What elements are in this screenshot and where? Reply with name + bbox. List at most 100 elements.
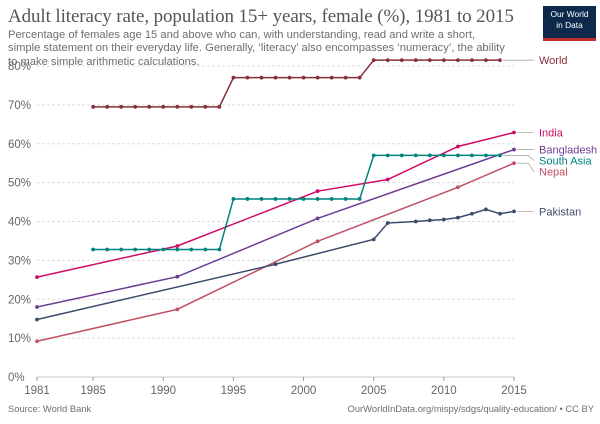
data-point-bangladesh[interactable] bbox=[315, 216, 320, 221]
data-point-world[interactable] bbox=[175, 104, 180, 109]
data-point-world[interactable] bbox=[231, 75, 236, 80]
series-india[interactable] bbox=[35, 130, 516, 279]
series-label-india[interactable]: India bbox=[539, 127, 564, 139]
series-line-pakistan[interactable] bbox=[36, 208, 515, 321]
data-point-pakistan[interactable] bbox=[470, 211, 474, 216]
series-label-world[interactable]: World bbox=[539, 55, 568, 67]
data-point-world[interactable] bbox=[498, 58, 502, 63]
data-point-south-asia[interactable] bbox=[427, 153, 432, 158]
data-point-south-asia[interactable] bbox=[175, 247, 180, 252]
data-point-india[interactable] bbox=[35, 275, 39, 279]
series-nepal[interactable] bbox=[35, 161, 516, 344]
data-point-pakistan[interactable] bbox=[512, 209, 516, 214]
series-label-bangladesh[interactable]: Bangladesh bbox=[539, 145, 597, 157]
data-point-india[interactable] bbox=[315, 189, 320, 194]
data-point-south-asia[interactable] bbox=[315, 197, 320, 201]
data-point-world[interactable] bbox=[427, 58, 432, 63]
series-line-bangladesh[interactable] bbox=[36, 148, 515, 308]
data-point-world[interactable] bbox=[133, 104, 138, 109]
data-point-south-asia[interactable] bbox=[105, 247, 110, 252]
data-point-nepal[interactable] bbox=[512, 161, 516, 166]
data-point-nepal[interactable] bbox=[455, 185, 460, 190]
series-line-world[interactable] bbox=[93, 59, 500, 108]
footer-url-link[interactable]: OurWorldInData.org/mispy/sdgs/quality-ed… bbox=[347, 403, 594, 414]
data-point-south-asia[interactable] bbox=[301, 197, 306, 201]
data-point-world[interactable] bbox=[441, 58, 446, 63]
data-point-pakistan[interactable] bbox=[484, 207, 488, 212]
series-label-south-asia[interactable]: South Asia bbox=[539, 156, 592, 168]
data-point-south-asia[interactable] bbox=[91, 247, 96, 252]
data-point-pakistan[interactable] bbox=[427, 218, 432, 223]
data-point-pakistan[interactable] bbox=[413, 219, 418, 224]
data-point-world[interactable] bbox=[357, 75, 362, 80]
data-point-world[interactable] bbox=[119, 104, 124, 109]
data-point-world[interactable] bbox=[301, 75, 306, 80]
data-point-india[interactable] bbox=[512, 130, 516, 135]
data-point-bangladesh[interactable] bbox=[175, 274, 180, 279]
data-point-south-asia[interactable] bbox=[287, 197, 292, 201]
data-point-world[interactable] bbox=[455, 58, 460, 63]
data-point-world[interactable] bbox=[91, 104, 96, 109]
data-point-pakistan[interactable] bbox=[385, 221, 390, 225]
data-point-south-asia[interactable] bbox=[413, 153, 418, 158]
data-point-south-asia[interactable] bbox=[119, 247, 124, 252]
data-point-bangladesh[interactable] bbox=[512, 147, 516, 152]
series-line-india[interactable] bbox=[36, 131, 515, 278]
data-point-world[interactable] bbox=[161, 104, 166, 109]
data-point-world[interactable] bbox=[315, 75, 320, 80]
data-point-world[interactable] bbox=[203, 104, 208, 109]
data-point-pakistan[interactable] bbox=[455, 215, 460, 220]
data-point-south-asia[interactable] bbox=[161, 247, 166, 252]
data-point-south-asia[interactable] bbox=[203, 247, 208, 252]
data-point-world[interactable] bbox=[470, 58, 474, 63]
data-point-nepal[interactable] bbox=[35, 339, 39, 344]
series-line-nepal[interactable] bbox=[36, 162, 515, 342]
data-point-world[interactable] bbox=[259, 75, 264, 80]
data-point-world[interactable] bbox=[217, 104, 222, 109]
data-point-south-asia[interactable] bbox=[245, 197, 250, 201]
data-point-nepal[interactable] bbox=[175, 307, 180, 312]
data-point-pakistan[interactable] bbox=[35, 317, 39, 322]
data-point-south-asia[interactable] bbox=[441, 153, 446, 158]
data-point-india[interactable] bbox=[455, 144, 460, 149]
series-south-asia[interactable] bbox=[91, 153, 502, 252]
data-point-world[interactable] bbox=[413, 58, 418, 63]
data-point-south-asia[interactable] bbox=[470, 153, 474, 158]
data-point-pakistan[interactable] bbox=[498, 211, 502, 216]
series-pakistan[interactable] bbox=[35, 207, 516, 322]
data-point-world[interactable] bbox=[371, 58, 376, 63]
data-point-south-asia[interactable] bbox=[343, 197, 348, 201]
data-point-world[interactable] bbox=[147, 104, 152, 109]
data-point-world[interactable] bbox=[245, 75, 250, 80]
data-point-south-asia[interactable] bbox=[498, 153, 502, 158]
data-point-world[interactable] bbox=[343, 75, 348, 80]
data-point-world[interactable] bbox=[105, 104, 110, 109]
data-point-pakistan[interactable] bbox=[273, 262, 278, 267]
series-world[interactable] bbox=[91, 58, 502, 109]
data-point-pakistan[interactable] bbox=[371, 237, 376, 242]
data-point-world[interactable] bbox=[189, 104, 194, 109]
series-line-south-asia[interactable] bbox=[93, 154, 500, 251]
series-bangladesh[interactable] bbox=[35, 147, 516, 309]
data-point-world[interactable] bbox=[273, 75, 278, 80]
data-point-world[interactable] bbox=[385, 58, 390, 63]
data-point-south-asia[interactable] bbox=[399, 153, 404, 158]
data-point-south-asia[interactable] bbox=[231, 197, 236, 201]
data-point-south-asia[interactable] bbox=[189, 247, 194, 252]
data-point-south-asia[interactable] bbox=[273, 197, 278, 201]
data-point-bangladesh[interactable] bbox=[35, 305, 39, 309]
data-point-india[interactable] bbox=[175, 244, 180, 248]
data-point-south-asia[interactable] bbox=[371, 153, 376, 158]
data-point-south-asia[interactable] bbox=[385, 153, 390, 158]
data-point-nepal[interactable] bbox=[315, 239, 320, 244]
data-point-south-asia[interactable] bbox=[484, 153, 488, 158]
data-point-world[interactable] bbox=[329, 75, 334, 80]
data-point-south-asia[interactable] bbox=[259, 197, 264, 201]
data-point-south-asia[interactable] bbox=[329, 197, 334, 201]
data-point-world[interactable] bbox=[399, 58, 404, 63]
data-point-south-asia[interactable] bbox=[147, 247, 152, 252]
data-point-south-asia[interactable] bbox=[217, 247, 222, 252]
our-world-in-data-logo[interactable]: Our World in Data bbox=[543, 6, 596, 41]
data-point-world[interactable] bbox=[287, 75, 292, 80]
data-point-india[interactable] bbox=[385, 177, 390, 182]
